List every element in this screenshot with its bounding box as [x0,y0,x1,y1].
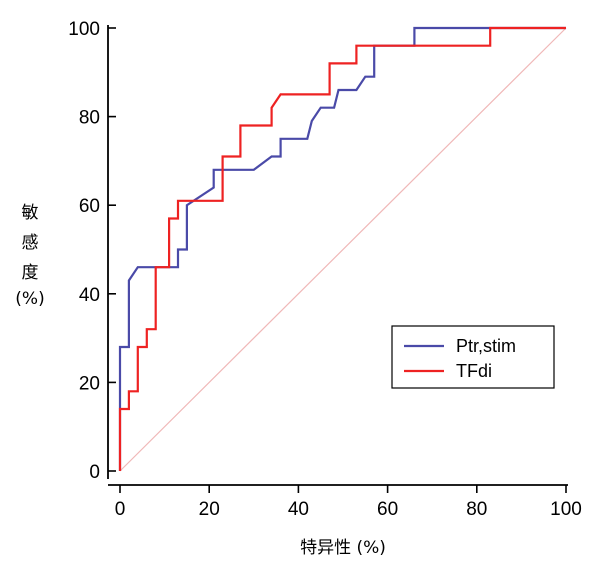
x-tick-label: 40 [288,499,309,520]
y-axis-title-line: (%) [15,289,44,309]
axes-layer: 0 20 40 60 80 100 0 20 40 60 80 100 特异性 (%) 敏感度 (%) [15,19,582,558]
y-tick-label: 100 [68,19,100,40]
y-axis-title-line: 敏 [22,203,39,223]
x-tick-label: 100 [550,499,582,520]
y-tick-label: 80 [79,108,100,129]
legend-box [391,325,555,389]
x-tick-label: 80 [466,499,487,520]
y-axis-title-line: 感 [22,233,39,253]
legend: Ptr,stim TFdi [391,325,555,389]
x-axis-title: 特异性 (%) [300,538,386,558]
legend-label: Ptr,stim [456,336,516,356]
series-layer [118,26,566,471]
y-tick-label: 0 [89,462,100,483]
x-tick-label: 20 [199,499,220,520]
x-tick-label: 0 [115,499,126,520]
y-tick-label: 40 [79,285,100,306]
legend-label: TFdi [456,361,492,381]
x-tick-label: 60 [377,499,398,520]
y-axis-title-line: 度 [22,263,39,283]
y-tick-label: 20 [79,373,100,394]
y-tick-label: 60 [79,196,100,217]
reference-diagonal-line [119,27,567,472]
series-line-ptr-stim [118,26,566,471]
reference-diagonal-layer [119,27,567,472]
series-line-tfdi [118,26,566,471]
